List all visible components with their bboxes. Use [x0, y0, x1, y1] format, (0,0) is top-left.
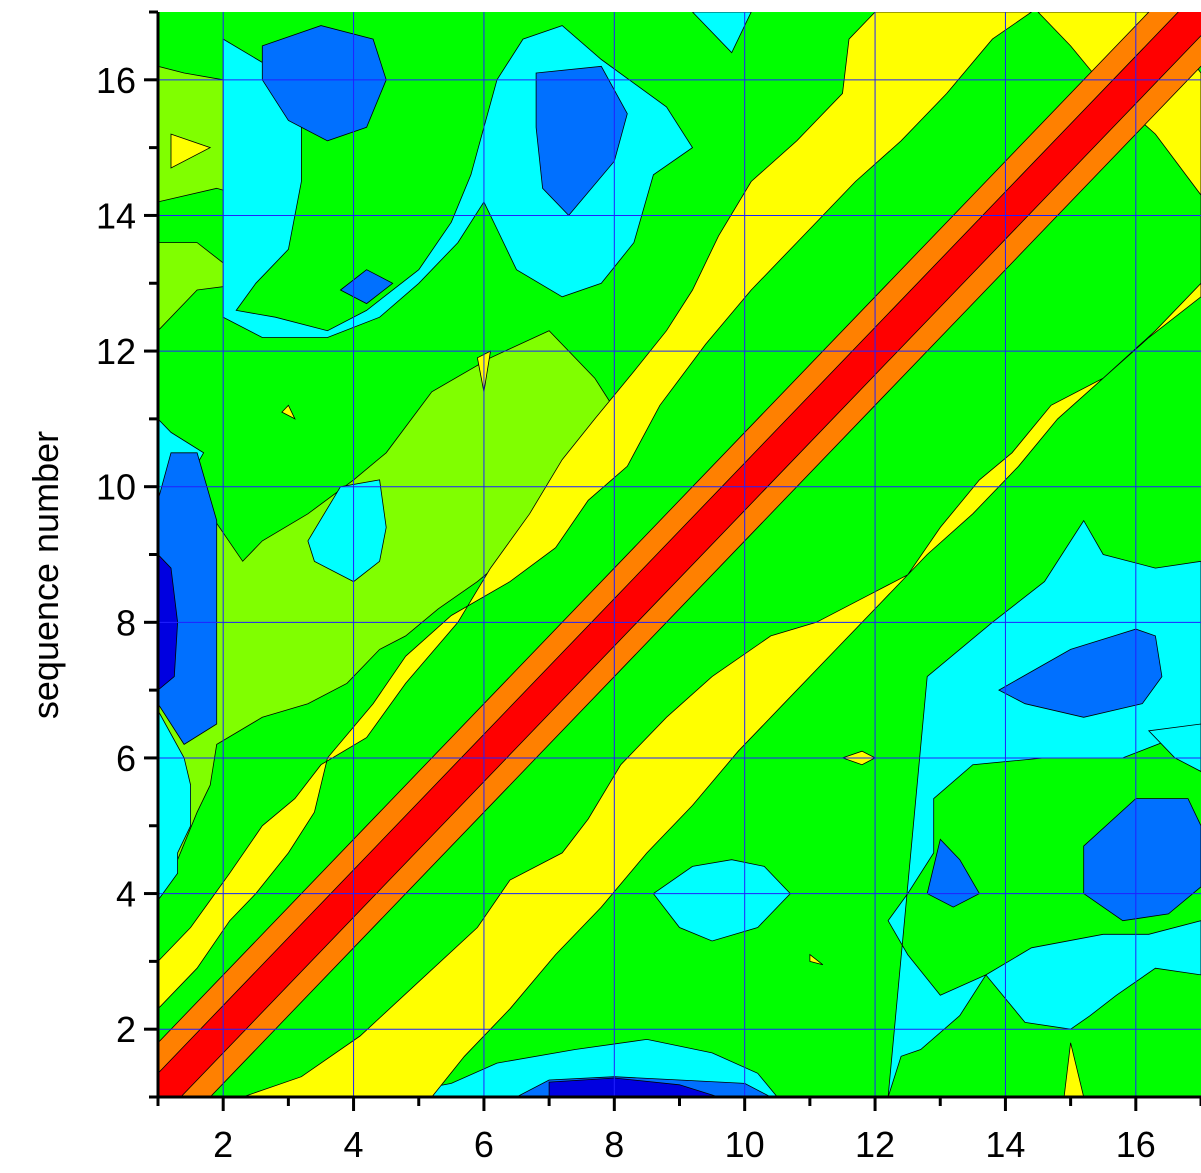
grid-lines — [158, 12, 1201, 1097]
y-tick-label: 14 — [96, 195, 136, 236]
contour-region-yellow — [170, 133, 212, 169]
x-tick-label: 12 — [855, 1124, 895, 1165]
y-tick-label: 8 — [116, 602, 136, 643]
x-tick-label: 8 — [604, 1124, 624, 1165]
y-tick-label: 16 — [96, 60, 136, 101]
contour-region-cyan — [691, 12, 752, 54]
x-tick-label: 14 — [985, 1124, 1025, 1165]
contour-region-blue — [1083, 798, 1201, 922]
y-tick-label: 6 — [116, 738, 136, 779]
x-tick-label: 16 — [1116, 1124, 1156, 1165]
x-tick-label: 2 — [213, 1124, 233, 1165]
contour-region-yellow — [281, 404, 296, 420]
axes: 2 4 6 8 10 12 14 16 2 4 6 8 10 12 14 16 — [96, 10, 1201, 1165]
contour-region-darkblue — [548, 1077, 719, 1097]
x-tick-label: 10 — [725, 1124, 765, 1165]
contour-region-yellow — [1063, 1042, 1085, 1097]
contour-region-blue — [998, 628, 1163, 718]
contour-region-blue — [261, 25, 387, 142]
contour-region-blue — [926, 838, 980, 908]
plot-area — [158, 12, 1201, 1097]
y-tick-label: 10 — [96, 467, 136, 508]
contour-region-yellow — [158, 12, 1033, 1010]
contour-region-blue — [535, 65, 628, 216]
y-tick-label: 12 — [96, 331, 136, 372]
y-tick-label: 4 — [116, 874, 136, 915]
contour-region-cyan — [1147, 723, 1201, 772]
y-axis-title: sequence number — [25, 431, 66, 719]
x-tick-label: 4 — [344, 1124, 364, 1165]
contour-region-yellow — [809, 953, 824, 966]
y-tick-label: 2 — [116, 1009, 136, 1050]
x-tick-label: 6 — [474, 1124, 494, 1165]
contour-region-cyan — [307, 479, 387, 583]
